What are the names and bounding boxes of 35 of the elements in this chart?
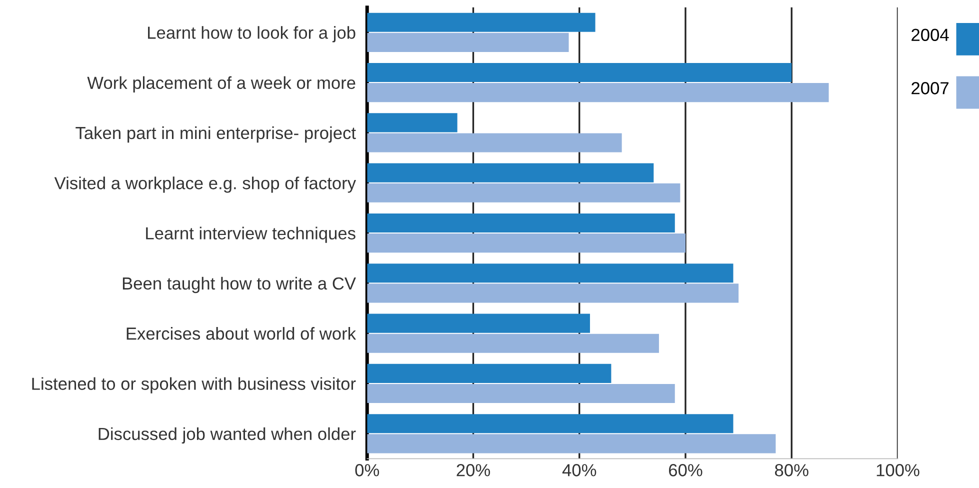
y-tick-label: Visited a workplace e.g. shop of factory — [54, 176, 356, 193]
x-tick-label: 20% — [456, 464, 490, 476]
y-tick-label: Taken part in mini enterprise- project — [76, 126, 356, 143]
y-tick-label: Listened to or spoken with business visitor — [32, 377, 356, 394]
x-tick-label: 80% — [775, 464, 808, 476]
x-tick-label: 0% — [355, 464, 380, 476]
bar — [367, 364, 612, 383]
legend-label: 2004 — [912, 28, 949, 42]
y-tick-label: Learnt interview techniques — [146, 226, 356, 243]
bar — [367, 133, 622, 152]
x-tick-label: 60% — [669, 464, 702, 476]
bar — [367, 32, 569, 52]
bar — [367, 434, 776, 454]
bar — [367, 83, 829, 102]
bar — [367, 334, 659, 353]
bar — [367, 62, 792, 82]
bar — [367, 414, 734, 434]
bar — [367, 284, 739, 303]
bar — [367, 12, 596, 32]
bar — [367, 384, 675, 404]
x-tick-label: 40% — [562, 464, 596, 476]
x-tick-label: 100% — [876, 464, 920, 476]
y-tick-label: Learnt how to look for a job — [148, 26, 356, 42]
y-tick-label: Exercises about world of work — [126, 327, 356, 340]
y-tick-label: Been taught how to write a CV — [122, 276, 356, 294]
bar — [367, 314, 590, 333]
y-tick-label: Discussed job wanted when older — [98, 427, 356, 444]
bar — [367, 213, 675, 233]
y-tick-label: Work placement of a week or more — [87, 76, 356, 92]
bar — [367, 113, 458, 132]
bar — [367, 183, 680, 202]
bar — [367, 264, 734, 283]
bar — [367, 234, 686, 253]
bar — [367, 163, 654, 182]
legend-label: 2007 — [912, 82, 948, 94]
